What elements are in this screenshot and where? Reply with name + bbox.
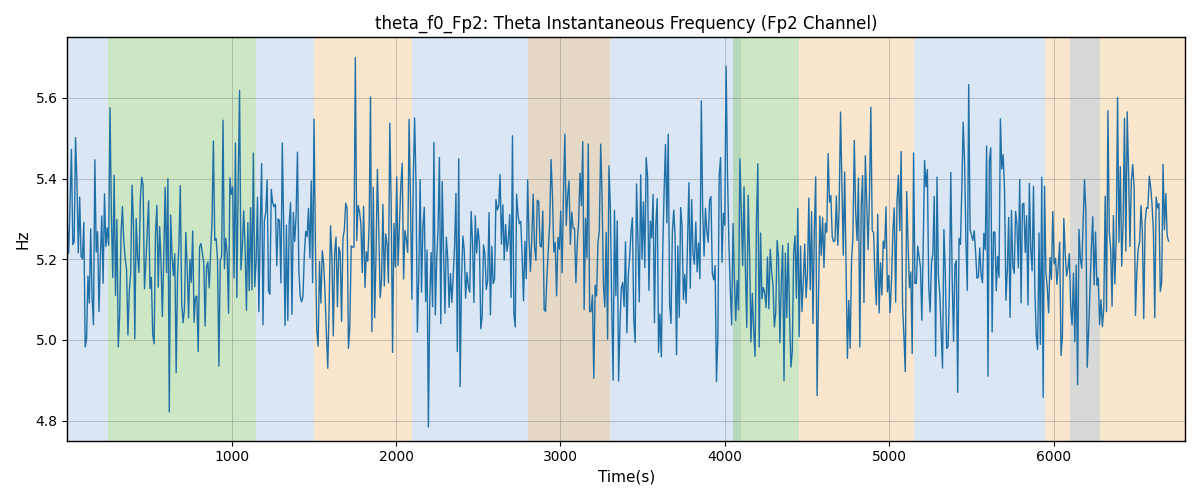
Y-axis label: Hz: Hz — [16, 230, 30, 249]
Bar — [1070, 38, 1099, 440]
Bar — [799, 38, 913, 440]
Bar — [528, 38, 610, 440]
Bar — [257, 38, 314, 440]
Bar — [913, 38, 1045, 440]
Bar — [108, 38, 257, 440]
Bar — [700, 38, 742, 440]
Bar — [67, 38, 108, 440]
Bar — [314, 38, 413, 440]
Bar — [1045, 38, 1186, 440]
X-axis label: Time(s): Time(s) — [598, 470, 655, 485]
Bar — [413, 38, 700, 440]
Title: theta_f0_Fp2: Theta Instantaneous Frequency (Fp2 Channel): theta_f0_Fp2: Theta Instantaneous Freque… — [374, 15, 877, 34]
Bar — [733, 38, 799, 440]
